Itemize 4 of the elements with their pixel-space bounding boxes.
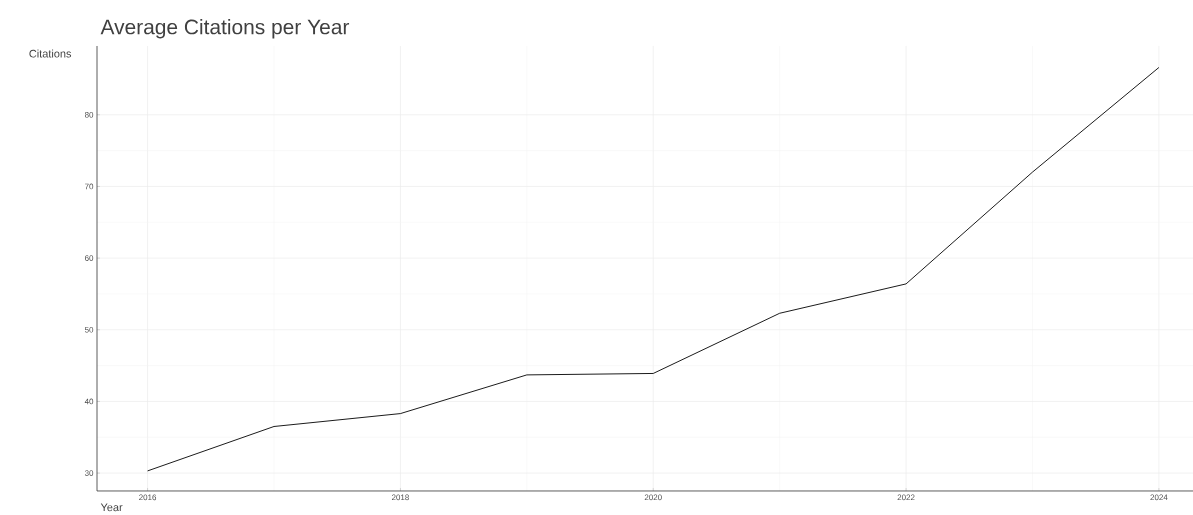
chart-title: Average Citations per Year (100, 18, 350, 39)
y-axis-title: Citations (29, 49, 72, 58)
line-series (147, 67, 1160, 472)
x-axis-title: Year (100, 503, 123, 512)
